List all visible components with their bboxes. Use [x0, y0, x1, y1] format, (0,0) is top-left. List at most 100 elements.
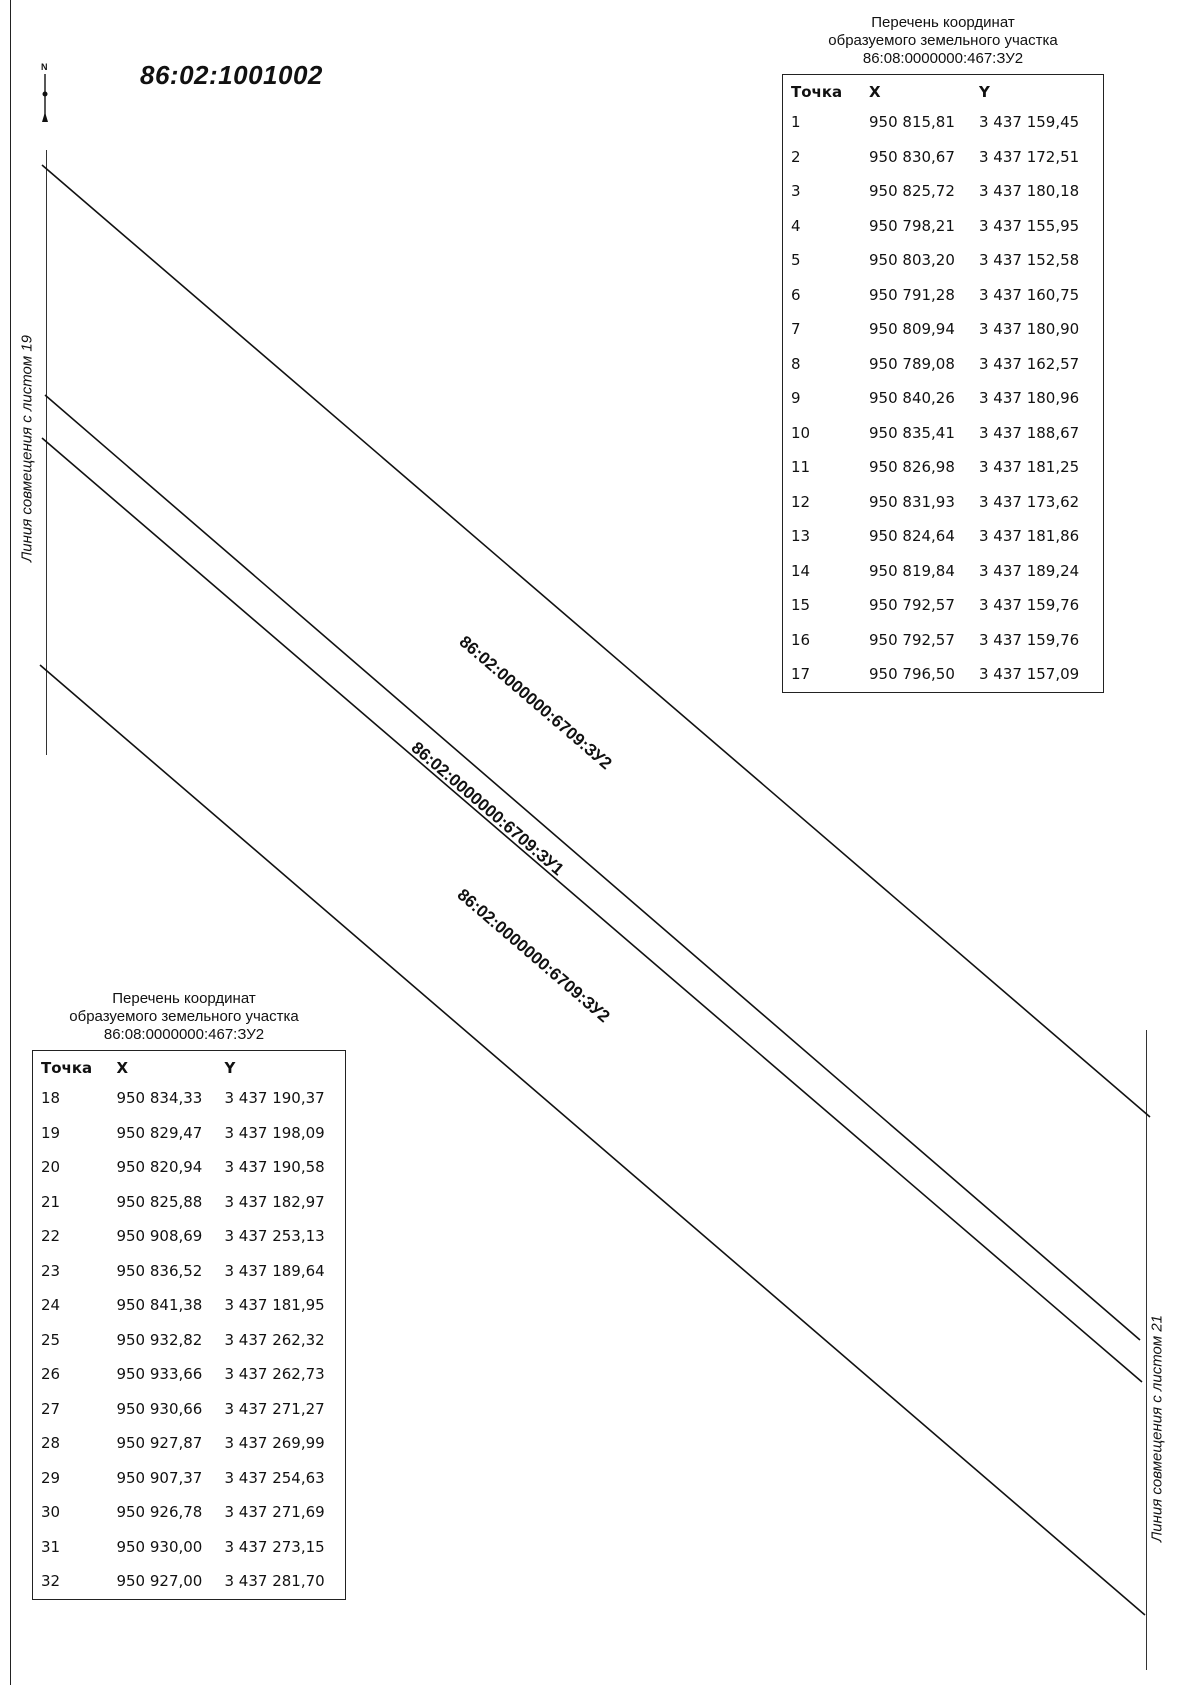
table-row: 3 950 825,72 3 437 180,18 [783, 174, 1103, 209]
header-point: Точка [791, 83, 843, 101]
table-row: 27 950 930,66 3 437 271,27 [33, 1392, 345, 1427]
point-number: 14 [791, 561, 811, 580]
table-row: 18 950 834,33 3 437 190,37 [33, 1081, 345, 1116]
header-y: Y [979, 83, 990, 101]
table-row: 2 950 830,67 3 437 172,51 [783, 140, 1103, 175]
table-row: 16 950 792,57 3 437 159,76 [783, 623, 1103, 658]
point-number: 24 [41, 1296, 61, 1315]
coord-x: 950 792,57 [869, 630, 955, 649]
table-bottom-header-row: Точка X Y [33, 1051, 345, 1081]
coord-x: 950 789,08 [869, 354, 955, 373]
table-bottom-title-line3: 86:08:0000000:467:ЗУ2 [103, 1026, 265, 1043]
point-number: 23 [41, 1261, 61, 1280]
cadastral-block-number: 86:02:1001002 [140, 60, 323, 90]
coord-y: 3 437 159,76 [979, 596, 1080, 615]
coord-x: 950 932,82 [116, 1330, 203, 1349]
point-number: 9 [791, 389, 801, 408]
table-bottom-title-line2: образуемого земельного участка [69, 1008, 299, 1025]
table-row: 31 950 930,00 3 437 273,15 [33, 1530, 345, 1565]
table-top-grid: Точка X Y 1 950 815,81 3 437 159,45 2 950 83… [783, 75, 1103, 692]
boundary-line-middle-a [44, 394, 1141, 1341]
coord-y: 3 437 162,57 [979, 354, 1080, 373]
sheet-left-border [10, 0, 11, 1685]
point-number: 26 [41, 1365, 61, 1384]
table-row: 4 950 798,21 3 437 155,95 [783, 209, 1103, 244]
coord-y: 3 437 157,09 [979, 665, 1080, 684]
point-number: 31 [41, 1537, 61, 1556]
table-bottom-title-line1: Перечень координат [112, 990, 256, 1007]
match-line-label-right: Линия совмещения с листом 21 [1148, 1314, 1166, 1543]
coord-x: 950 831,93 [869, 492, 955, 511]
table-row: 20 950 820,94 3 437 190,58 [33, 1150, 345, 1185]
coord-x: 950 803,20 [869, 251, 955, 270]
coord-x: 950 826,98 [869, 458, 955, 477]
table-row: 30 950 926,78 3 437 271,69 [33, 1495, 345, 1530]
coord-y: 3 437 160,75 [979, 285, 1080, 304]
coord-x: 950 836,52 [116, 1261, 203, 1280]
coord-y: 3 437 281,70 [224, 1572, 325, 1591]
table-bottom-title: Перечень координат образуемого земельног… [22, 990, 346, 1044]
coord-x: 950 825,88 [116, 1192, 203, 1211]
coord-y: 3 437 181,86 [979, 527, 1080, 546]
table-row: 25 950 932,82 3 437 262,32 [33, 1323, 345, 1358]
table-row: 17 950 796,50 3 437 157,09 [783, 657, 1103, 692]
coord-y: 3 437 159,76 [979, 630, 1080, 649]
coord-x: 950 829,47 [116, 1123, 203, 1142]
table-row: 22 950 908,69 3 437 253,13 [33, 1219, 345, 1254]
point-number: 17 [791, 665, 811, 684]
point-number: 30 [41, 1503, 61, 1522]
table-row: 5 950 803,20 3 437 152,58 [783, 243, 1103, 278]
coord-x: 950 819,84 [869, 561, 955, 580]
table-row: 15 950 792,57 3 437 159,76 [783, 588, 1103, 623]
match-line-right [1146, 1030, 1147, 1670]
coord-x: 950 930,66 [116, 1399, 203, 1418]
table-row: 23 950 836,52 3 437 189,64 [33, 1254, 345, 1289]
point-number: 25 [41, 1330, 61, 1349]
table-top-header-row: Точка X Y [783, 75, 1103, 105]
coord-x: 950 927,87 [116, 1434, 203, 1453]
boundary-line-middle-b [41, 437, 1143, 1383]
table-row: 6 950 791,28 3 437 160,75 [783, 278, 1103, 313]
point-number: 28 [41, 1434, 61, 1453]
coord-x: 950 820,94 [116, 1158, 203, 1177]
table-row: 9 950 840,26 3 437 180,96 [783, 381, 1103, 416]
coordinates-table-top: Перечень координат образуемого земельног… [782, 14, 1104, 693]
point-number: 21 [41, 1192, 61, 1211]
table-row: 7 950 809,94 3 437 180,90 [783, 312, 1103, 347]
coord-x: 950 830,67 [869, 147, 955, 166]
coord-x: 950 841,38 [116, 1296, 203, 1315]
coord-x: 950 933,66 [116, 1365, 203, 1384]
point-number: 18 [41, 1089, 61, 1108]
table-top-title-line2: образуемого земельного участка [828, 32, 1058, 49]
match-line-left [46, 150, 47, 755]
table-row: 21 950 825,88 3 437 182,97 [33, 1185, 345, 1220]
table-top-title: Перечень координат образуемого земельног… [782, 14, 1104, 68]
boundary-line-lower [39, 664, 1146, 1616]
table-row: 26 950 933,66 3 437 262,73 [33, 1357, 345, 1392]
point-number: 7 [791, 320, 801, 339]
coord-y: 3 437 189,64 [224, 1261, 325, 1280]
coord-y: 3 437 172,51 [979, 147, 1080, 166]
point-number: 5 [791, 251, 801, 270]
header-y: Y [224, 1059, 236, 1077]
point-number: 11 [791, 458, 811, 477]
coord-y: 3 437 182,97 [224, 1192, 325, 1211]
coord-x: 950 825,72 [869, 182, 955, 201]
table-row: 8 950 789,08 3 437 162,57 [783, 347, 1103, 382]
coord-y: 3 437 190,58 [224, 1158, 325, 1177]
coord-x: 950 798,21 [869, 216, 955, 235]
table-row: 11 950 826,98 3 437 181,25 [783, 450, 1103, 485]
coord-y: 3 437 253,13 [224, 1227, 325, 1246]
coord-y: 3 437 188,67 [979, 423, 1080, 442]
coord-y: 3 437 173,62 [979, 492, 1080, 511]
boundary-line-upper [41, 164, 1151, 1118]
coord-y: 3 437 269,99 [224, 1434, 325, 1453]
point-number: 27 [41, 1399, 61, 1418]
coord-y: 3 437 271,69 [224, 1503, 325, 1522]
coord-x: 950 834,33 [116, 1089, 203, 1108]
coord-y: 3 437 190,37 [224, 1089, 325, 1108]
coord-x: 950 796,50 [869, 665, 955, 684]
coord-y: 3 437 254,63 [224, 1468, 325, 1487]
